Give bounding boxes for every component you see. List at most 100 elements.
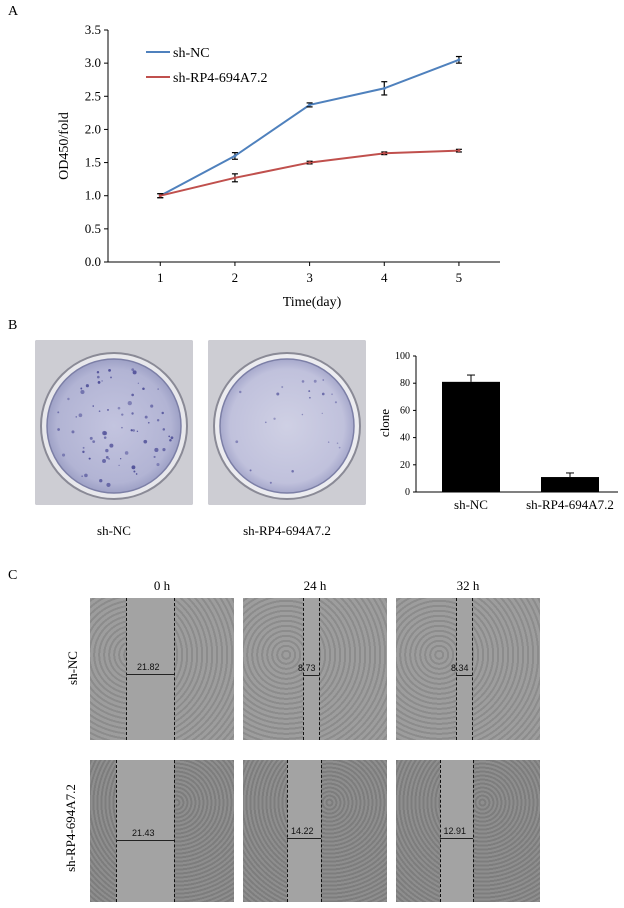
colony-dot (110, 376, 112, 379)
line-chart-y-tick-label: 2.5 (85, 88, 101, 103)
colony-dot (92, 405, 95, 407)
bar-chart-y-tick-label: 60 (400, 405, 410, 416)
colony-dot (309, 396, 311, 399)
wound-width-value: 14.22 (291, 826, 314, 836)
wound-gap (116, 760, 174, 902)
panel-label-b: B (8, 318, 18, 333)
colony-dot (153, 455, 156, 458)
colony-dot (301, 413, 304, 416)
colony-dot (276, 392, 280, 396)
colony-dot (156, 463, 160, 467)
colony-dot (75, 416, 77, 418)
colony-dot (109, 443, 114, 448)
timepoint-label-24h: 24 h (303, 578, 327, 593)
line-chart-y-tick-label: 1.0 (85, 188, 101, 203)
colony-dot (127, 400, 132, 406)
colony-dot (108, 458, 110, 460)
wound-image-0-1: 8.73 (243, 598, 387, 740)
colony-dot (156, 419, 160, 422)
wound-edge-line (287, 760, 288, 902)
line-chart-y-tick-label: 0.0 (85, 254, 101, 269)
colony-dot (105, 448, 109, 453)
wound-edge-line (472, 598, 473, 740)
wound-edge-line (126, 598, 127, 740)
colony-dot (147, 421, 150, 424)
bar-chart-y-axis-label: clone (377, 409, 392, 437)
data-point (233, 154, 237, 158)
data-point (382, 86, 386, 90)
colony-dot (161, 411, 164, 415)
colony-dot (135, 473, 138, 475)
wound-edge-line (174, 760, 175, 902)
bar-chart-y-tick-label: 100 (395, 351, 410, 362)
colony-dot (137, 382, 139, 384)
wound-gap (440, 760, 473, 902)
colony-dot (85, 384, 89, 388)
colony-dot (88, 457, 91, 460)
colony-dot (103, 436, 107, 439)
bar-1 (541, 477, 599, 492)
wound-edge-line (473, 760, 474, 902)
colony-dot (327, 441, 330, 443)
colony-dot (107, 408, 109, 411)
wound-measure-line (126, 674, 174, 675)
colony-dot (103, 431, 108, 436)
line-chart-axes (107, 30, 500, 263)
colony-dot (169, 439, 172, 442)
colony-dot (301, 380, 305, 383)
line-chart-y-tick-label: 3.5 (85, 22, 101, 37)
colony-dot (281, 386, 284, 389)
row-label-sh-nc-text: sh-NC (65, 651, 80, 685)
colony-dot (82, 446, 85, 449)
bar-0 (442, 381, 500, 492)
colony-dot (249, 469, 252, 472)
wound-image-0-0: 21.82 (90, 598, 234, 740)
line-chart-y-tick-label: 2.0 (85, 121, 101, 136)
colony-dot (57, 428, 60, 431)
colony-dot (321, 412, 323, 414)
line-chart-y-axis-label: OD450/fold (57, 112, 72, 180)
colony-dot (80, 389, 85, 395)
colony-dot (117, 406, 121, 410)
wound-gap (303, 598, 319, 740)
data-point (308, 103, 312, 107)
line-chart-x-tick-label: 4 (381, 270, 388, 285)
line-chart-x-tick-label: 2 (232, 270, 239, 285)
colony-dot (336, 442, 339, 444)
colony-dot (162, 448, 166, 452)
wound-measure-line (287, 838, 321, 839)
colony-dot (132, 429, 135, 432)
colony-dot (157, 388, 159, 390)
colony-dot (67, 397, 70, 401)
colony-dot (264, 421, 267, 424)
plate-image-sh-nc (35, 340, 193, 505)
colony-dot (96, 370, 100, 374)
timepoint-label-32h: 32 h (456, 578, 480, 593)
data-point (457, 149, 461, 153)
colony-dot (132, 370, 137, 375)
bar-category-label: sh-NC (454, 497, 488, 512)
colony-dot (130, 429, 133, 432)
row-label-sh-rp4: sh-RP4-694A7.2 (63, 753, 79, 903)
data-point (382, 151, 386, 155)
colony-dot (170, 436, 174, 440)
row-label-sh-rp4-text: sh-RP4-694A7.2 (63, 784, 78, 872)
wound-edge-line (440, 760, 441, 902)
wound-edge-line (116, 760, 117, 902)
colony-dot (97, 380, 101, 384)
legend-entry-1: sh-RP4-694A7.2 (173, 71, 268, 86)
wound-image-1-0: 21.43 (90, 760, 234, 902)
colony-dot (334, 401, 338, 404)
wound-image-1-1: 14.22 (243, 760, 387, 902)
line-chart-y-tick-label: 0.5 (85, 221, 101, 236)
colony-dot (84, 473, 88, 478)
colony-dot (118, 464, 120, 467)
colony-dot (273, 417, 276, 420)
panel-label-a: A (8, 4, 19, 19)
wound-edge-line (321, 760, 322, 902)
data-point (457, 58, 461, 62)
colony-dot (121, 413, 124, 416)
bar-chart-y-tick-label: 0 (405, 487, 410, 498)
colony-dot (121, 426, 123, 429)
wound-gap (456, 598, 472, 740)
